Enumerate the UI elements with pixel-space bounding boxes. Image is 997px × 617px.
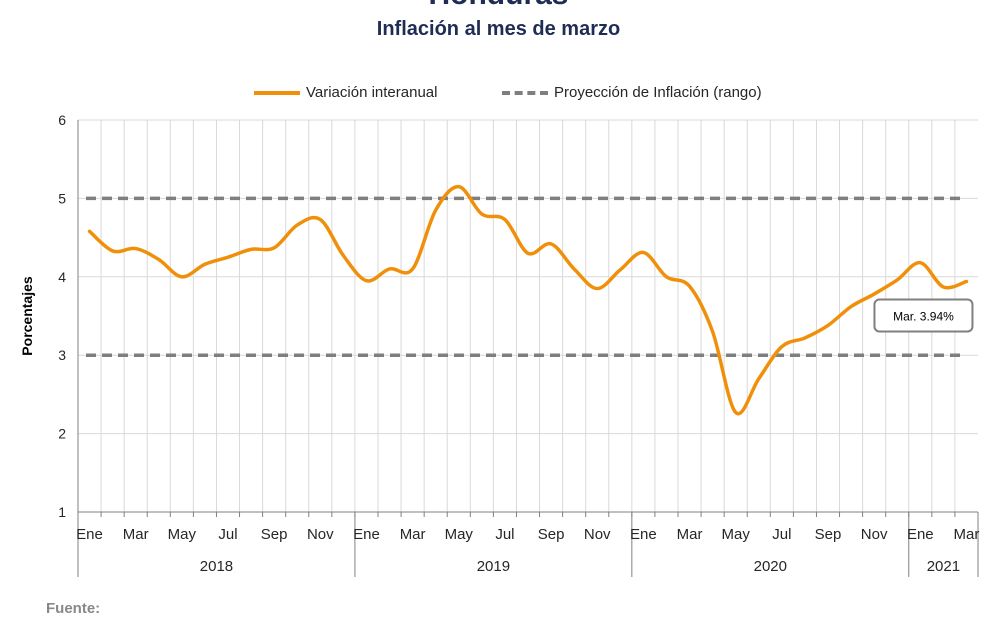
x-year-label: 2018 — [200, 558, 233, 575]
data-point — [872, 292, 876, 296]
page-title: Honduras — [0, 0, 997, 12]
x-month-label: Jul — [495, 526, 514, 543]
series-line-variacion — [87, 184, 969, 416]
data-point — [365, 279, 368, 282]
y-tick-label: 3 — [58, 347, 66, 363]
data-point — [88, 230, 91, 233]
y-tick-label: 4 — [58, 269, 66, 285]
y-tick-label: 1 — [58, 504, 66, 520]
y-axis-title: Porcentajes — [19, 276, 35, 356]
y-tick-label: 2 — [58, 426, 66, 442]
data-point — [896, 278, 899, 282]
x-month-label: May — [168, 526, 197, 543]
x-month-label: Jul — [772, 526, 791, 543]
data-point — [549, 242, 553, 246]
x-month-label: Ene — [630, 526, 657, 543]
data-point — [711, 330, 714, 333]
data-point — [965, 280, 968, 283]
annotation-box — [873, 298, 974, 333]
x-month-label: Sep — [261, 526, 288, 543]
data-point — [111, 249, 114, 253]
data-point — [480, 212, 484, 216]
x-year-label: 2019 — [477, 558, 510, 575]
data-point — [665, 275, 668, 278]
annotation-label: Mar. 3.94% — [893, 310, 954, 324]
source-note: Fuente: — [46, 600, 101, 617]
data-point — [526, 252, 530, 255]
x-month-label: Mar — [400, 526, 426, 543]
data-point — [180, 275, 184, 278]
data-point — [388, 267, 391, 271]
data-point — [734, 411, 737, 414]
data-point — [596, 287, 599, 290]
data-point — [780, 345, 784, 348]
data-point — [919, 261, 922, 264]
legend-label-proyeccion: Proyección de Inflación (rango) — [554, 84, 762, 101]
x-month-label: Ene — [76, 526, 103, 543]
legend-item-proyeccion: Proyección de Inflación (rango) — [502, 84, 762, 101]
x-month-label: Mar — [123, 526, 149, 543]
data-point — [757, 377, 760, 380]
data-point — [849, 305, 853, 308]
legend-item-variacion: Variación interanual — [254, 84, 437, 101]
x-month-label: Nov — [584, 526, 611, 543]
y-tick-label: 5 — [58, 190, 66, 206]
x-month-label: Nov — [307, 526, 334, 543]
x-month-label: Nov — [861, 526, 888, 543]
x-month-label: Ene — [353, 526, 380, 543]
x-year-label: 2020 — [754, 558, 787, 575]
legend-swatch-dashed — [502, 90, 548, 95]
x-month-label: May — [722, 526, 751, 543]
data-point — [411, 267, 414, 271]
data-point — [203, 263, 207, 266]
chart-subtitle: Inflación al mes de marzo — [376, 18, 621, 40]
x-month-label: Ene — [907, 526, 934, 543]
data-point — [134, 247, 137, 250]
data-point — [572, 267, 576, 271]
legend-label-variacion: Variación interanual — [306, 84, 438, 101]
data-point — [434, 208, 437, 212]
data-point — [457, 185, 460, 188]
x-month-label: May — [445, 526, 474, 543]
data-point — [803, 336, 807, 340]
data-point — [642, 251, 645, 254]
data-point — [272, 246, 276, 249]
legend-swatch-solid — [254, 90, 300, 95]
data-point — [688, 285, 691, 288]
chart-legend: Variación interanual Proyección de Infla… — [0, 84, 997, 106]
x-month-label: Sep — [538, 526, 565, 543]
data-point — [342, 254, 345, 257]
x-year-label: 2021 — [927, 558, 960, 575]
data-point — [226, 256, 230, 259]
data-point — [619, 268, 622, 271]
x-month-label: Jul — [218, 526, 237, 543]
data-point — [157, 258, 160, 261]
data-point — [319, 218, 322, 221]
x-month-label: Mar — [954, 526, 980, 543]
data-point — [942, 285, 945, 289]
data-point — [296, 223, 299, 227]
x-month-label: Mar — [677, 526, 703, 543]
data-point — [249, 248, 253, 251]
x-month-label: Sep — [815, 526, 842, 543]
data-point — [826, 324, 830, 327]
y-tick-label: 6 — [58, 112, 66, 128]
data-point — [503, 218, 507, 221]
